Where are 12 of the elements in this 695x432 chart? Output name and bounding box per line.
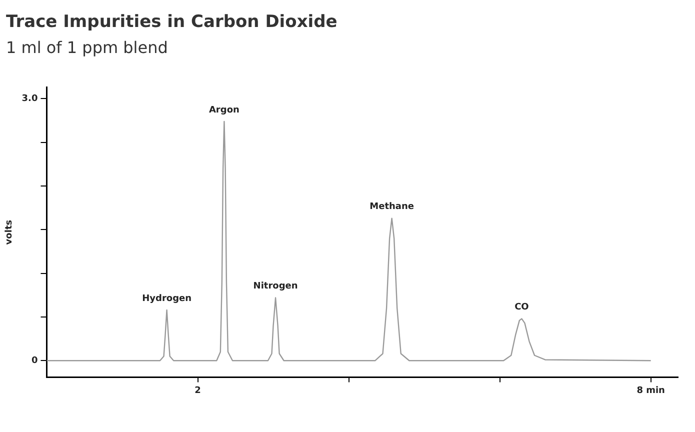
y-tick-label: 0: [31, 356, 38, 366]
annotation: Nitrogen: [253, 282, 298, 292]
x-tick-label: 2: [194, 386, 201, 396]
y-tick-label: 3.0: [22, 94, 38, 104]
annotation: CO: [514, 302, 530, 313]
annotation: Hydrogen: [142, 294, 192, 304]
chart-subtitle: 1 ml of 1 ppm blend: [6, 38, 169, 57]
y-axis-title: volts: [4, 220, 15, 245]
annotation: Methane: [370, 202, 414, 212]
chart-title: Trace Impurities in Carbon Dioxide: [6, 12, 338, 32]
x-tick-label: 8 min: [636, 386, 665, 396]
annotation: Argon: [208, 105, 240, 116]
